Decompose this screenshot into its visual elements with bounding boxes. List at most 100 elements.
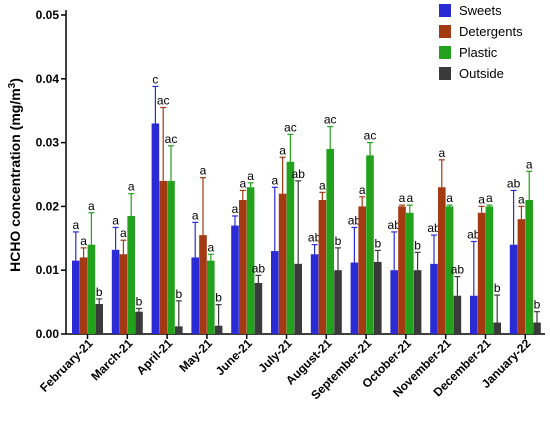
bar <box>286 161 295 334</box>
y-tick-label: 0.05 <box>36 8 60 22</box>
bar <box>334 270 342 334</box>
bar <box>159 180 167 334</box>
significance-label: a <box>232 202 239 216</box>
bar <box>111 249 120 334</box>
significance-label: b <box>136 294 143 308</box>
bar <box>318 200 327 334</box>
bar <box>366 155 374 334</box>
significance-label: ab <box>252 261 266 275</box>
significance-label: ac <box>157 94 170 108</box>
x-tick-label: March-21 <box>88 336 135 383</box>
significance-label: a <box>112 213 119 227</box>
bar <box>509 244 518 334</box>
bar <box>533 322 541 334</box>
bar <box>199 235 207 334</box>
bar <box>127 215 135 334</box>
legend-swatch <box>439 25 451 38</box>
significance-label: ac <box>324 113 337 127</box>
bar <box>477 212 486 334</box>
significance-label: c <box>152 72 158 86</box>
bar <box>214 325 223 334</box>
y-axis-title-superscript: 3 <box>7 82 18 88</box>
bar <box>358 206 366 334</box>
legend-label: Sweets <box>459 3 502 18</box>
legend-label: Detergents <box>459 24 523 39</box>
significance-label: a <box>247 169 254 183</box>
significance-label: ab <box>388 218 402 232</box>
bar <box>87 244 96 334</box>
significance-label: a <box>128 180 135 194</box>
significance-label: a <box>446 191 453 205</box>
significance-label: a <box>192 208 199 222</box>
significance-label: b <box>96 285 103 299</box>
y-axis-title: HCHO concentration (mg/m3) <box>7 78 23 272</box>
significance-label: a <box>526 157 533 171</box>
significance-label: b <box>335 234 342 248</box>
bar <box>413 270 422 334</box>
bar <box>151 123 160 335</box>
x-tick-label: June-21 <box>213 336 255 378</box>
bar <box>517 219 526 334</box>
bar <box>95 304 103 334</box>
significance-label: ab <box>451 263 465 277</box>
bar <box>453 295 462 334</box>
significance-label: a <box>88 199 95 213</box>
x-tick-label: July-21 <box>255 336 294 375</box>
bar <box>135 311 143 334</box>
bar <box>207 260 215 334</box>
bar <box>438 187 446 334</box>
significance-label: ab <box>292 167 306 181</box>
legend-swatch <box>439 4 451 17</box>
significance-label: a <box>319 178 326 192</box>
bar <box>167 180 175 334</box>
significance-label: a <box>80 234 87 248</box>
y-tick-label: 0.03 <box>36 136 60 150</box>
bar <box>175 326 183 334</box>
significance-label: b <box>175 287 182 301</box>
bar <box>525 200 533 334</box>
significance-label: ab <box>427 221 441 235</box>
x-tick-label: May-21 <box>176 336 215 375</box>
bar <box>310 254 319 334</box>
bar <box>79 257 88 334</box>
bar <box>271 251 279 334</box>
bar <box>470 295 478 334</box>
bar <box>231 225 239 334</box>
significance-label: a <box>478 192 485 206</box>
bar <box>445 206 454 334</box>
bar <box>493 322 501 334</box>
significance-label: a <box>72 218 79 232</box>
bar <box>406 212 414 334</box>
y-axis-title-end: ) <box>7 78 23 83</box>
bar <box>326 148 334 334</box>
significance-label: a <box>239 176 246 190</box>
bar <box>430 263 438 334</box>
significance-label: a <box>399 191 406 205</box>
bar <box>485 206 494 334</box>
significance-label: a <box>200 164 207 178</box>
bar <box>191 257 199 334</box>
significance-label: ac <box>284 120 297 134</box>
significance-label: ab <box>308 231 322 245</box>
significance-label: a <box>486 191 493 205</box>
significance-label: ab <box>507 176 521 190</box>
significance-label: a <box>359 183 366 197</box>
legend: Sweets Detergents Plastic Outside <box>439 3 523 81</box>
y-tick-label: 0.04 <box>36 72 60 86</box>
significance-label: a <box>438 146 445 160</box>
y-tick-label: 0.02 <box>36 199 60 213</box>
significance-label: b <box>414 238 421 252</box>
significance-label: b <box>494 281 501 295</box>
significance-label: b <box>534 298 541 312</box>
significance-label: a <box>207 240 214 254</box>
legend-label: Plastic <box>459 45 498 60</box>
significance-label: ab <box>467 227 481 241</box>
svg-text:HCHO concentration (mg/m3): HCHO concentration (mg/m3) <box>7 78 23 272</box>
significance-label: a <box>518 192 525 206</box>
bar <box>254 282 263 334</box>
x-tick-label: February-21 <box>37 336 96 395</box>
bar <box>239 200 247 334</box>
y-tick-label: 0.01 <box>36 263 60 277</box>
significance-label: ab <box>348 213 362 227</box>
